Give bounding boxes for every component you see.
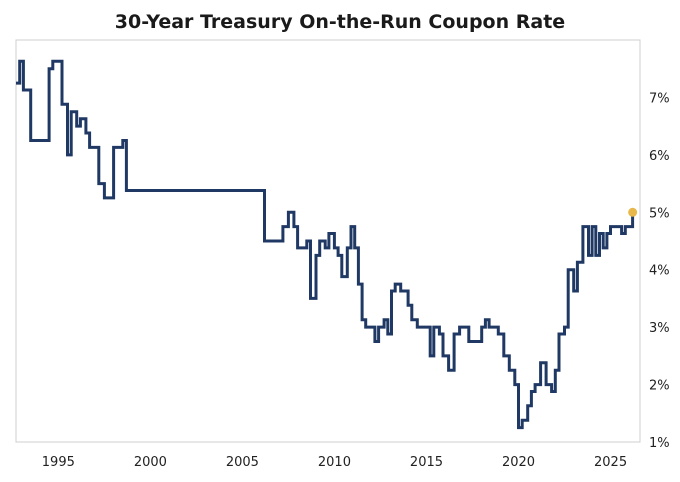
x-tick-label: 2020	[502, 455, 535, 470]
x-tick-label: 1995	[42, 455, 75, 470]
x-tick-label: 2010	[318, 455, 351, 470]
plot-area-frame	[15, 39, 641, 443]
series-layer	[16, 59, 638, 430]
y-tick-label: 3%	[649, 321, 670, 336]
latest-value-marker	[628, 207, 638, 217]
chart-title: 30-Year Treasury On-the-Run Coupon Rate	[115, 11, 565, 33]
x-axis-tick-labels: 1995 2000 2005 2010 2015 2020 2025	[42, 455, 627, 470]
y-axis-tick-labels: 1% 2% 3% 4% 5% 6% 7%	[649, 91, 670, 451]
series-line	[16, 59, 635, 430]
y-tick-label: 5%	[649, 206, 670, 221]
y-tick-label: 2%	[649, 379, 670, 394]
y-tick-label: 7%	[649, 91, 670, 106]
y-tick-label: 6%	[649, 149, 670, 164]
x-tick-label: 2000	[134, 455, 167, 470]
x-tick-label: 2015	[410, 455, 443, 470]
x-tick-label: 2025	[594, 455, 627, 470]
y-tick-label: 4%	[649, 264, 670, 279]
y-tick-label: 1%	[649, 436, 670, 451]
x-tick-label: 2005	[226, 455, 259, 470]
